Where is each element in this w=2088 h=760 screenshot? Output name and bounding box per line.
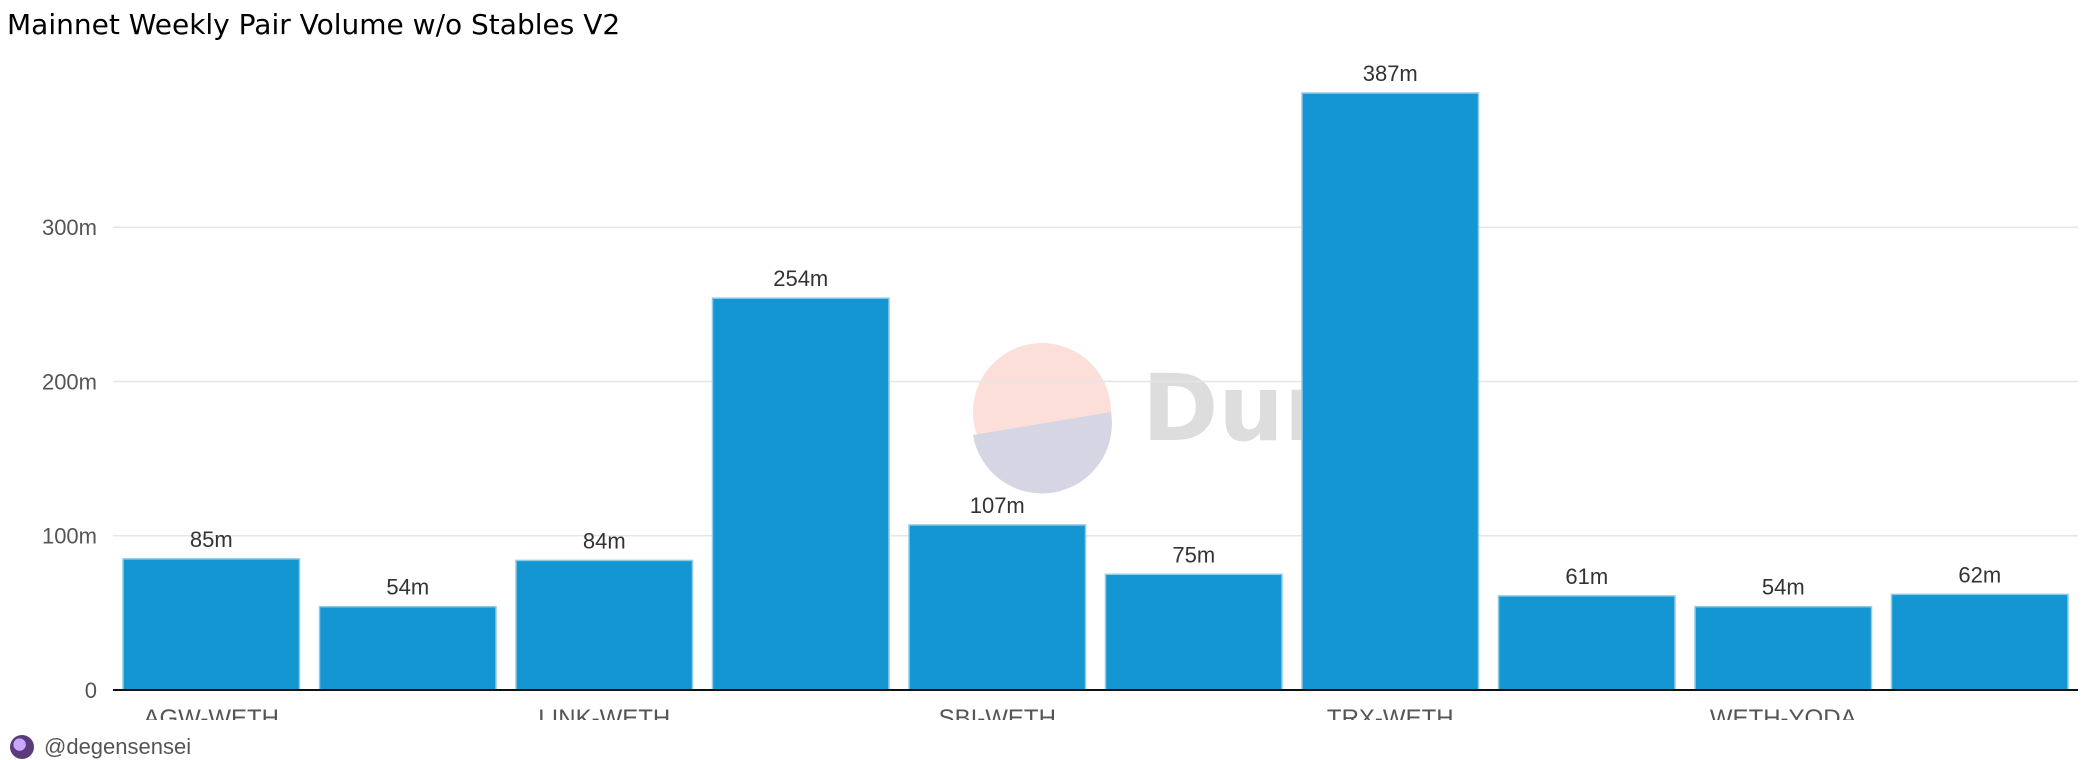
bar[interactable] (515, 559, 694, 691)
bar[interactable] (1104, 573, 1283, 691)
y-tick-label: 100m (42, 524, 97, 549)
data-label: 84m (583, 528, 626, 553)
y-tick-label: 200m (42, 369, 97, 394)
x-tick-label: TRX-WETH (1327, 705, 1454, 720)
footer: @degensensei (10, 734, 191, 760)
y-tick-label: 300m (42, 215, 97, 240)
bar[interactable] (1301, 92, 1480, 691)
data-label: 54m (1762, 575, 1805, 600)
y-tick-label: 0 (85, 678, 97, 703)
chart-title: Mainnet Weekly Pair Volume w/o Stables V… (7, 8, 621, 41)
author-name[interactable]: @degensensei (44, 734, 192, 759)
data-label: 61m (1565, 564, 1608, 589)
x-tick-label: AGW-WETH (143, 705, 279, 720)
bar[interactable] (318, 605, 497, 691)
data-label: 54m (386, 575, 429, 600)
data-label: 107m (970, 493, 1025, 518)
data-label: 62m (1958, 562, 2001, 587)
bar[interactable] (711, 297, 890, 691)
avatar[interactable] (10, 735, 34, 759)
data-label: 254m (773, 266, 828, 291)
data-label: 75m (1172, 542, 1215, 567)
bar[interactable] (1497, 595, 1676, 691)
data-label: 387m (1363, 61, 1418, 86)
bar[interactable] (1890, 593, 2069, 691)
x-tick-label: LINK-WETH (538, 705, 670, 720)
data-label: 85m (190, 527, 233, 552)
bar[interactable] (122, 558, 301, 691)
bar[interactable] (1694, 605, 1873, 691)
x-tick-label: WETH-YODA (1710, 705, 1857, 720)
x-tick-label: SBI-WETH (939, 705, 1056, 720)
bar[interactable] (908, 524, 1087, 691)
